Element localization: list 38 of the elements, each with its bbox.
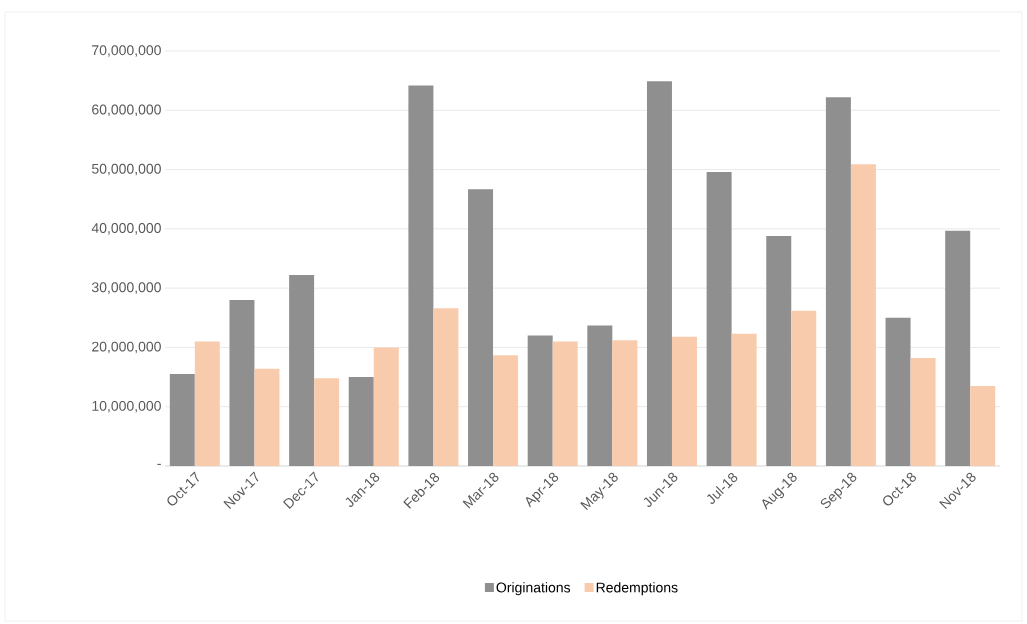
legend-label: Originations	[496, 582, 571, 596]
bar	[646, 81, 672, 466]
bar	[825, 97, 851, 466]
bar	[493, 355, 519, 466]
bar	[433, 308, 459, 466]
bar	[229, 300, 255, 466]
bar	[348, 377, 374, 466]
y-tick-label: 30,000,000	[91, 282, 161, 294]
bar	[289, 275, 315, 466]
bar	[527, 335, 553, 466]
y-tick-label: 50,000,000	[91, 163, 161, 176]
bar	[468, 189, 494, 466]
bar	[169, 374, 195, 466]
bar	[194, 341, 220, 466]
bar	[587, 325, 613, 466]
bar	[612, 340, 638, 466]
bar	[731, 333, 757, 466]
y-tick-label: 10,000,000	[92, 400, 161, 413]
legend-label: Redemptions	[596, 582, 678, 596]
y-tick-label: -	[157, 463, 161, 465]
bar	[791, 310, 817, 466]
bar	[373, 347, 399, 466]
bar	[254, 368, 280, 466]
bar	[766, 235, 792, 466]
bar	[671, 336, 697, 466]
bar	[552, 341, 578, 466]
bar	[314, 378, 340, 466]
y-tick-label: 40,000,000	[91, 223, 161, 235]
bar	[408, 85, 434, 466]
bar	[706, 171, 732, 466]
bar	[970, 385, 996, 466]
y-tick-label: 20,000,000	[92, 341, 161, 354]
bar	[910, 358, 936, 466]
bar	[945, 230, 971, 466]
y-tick-label: 70,000,000	[92, 45, 161, 57]
y-tick-label: 60,000,000	[92, 104, 161, 117]
bar	[885, 317, 911, 466]
bar	[850, 164, 876, 466]
